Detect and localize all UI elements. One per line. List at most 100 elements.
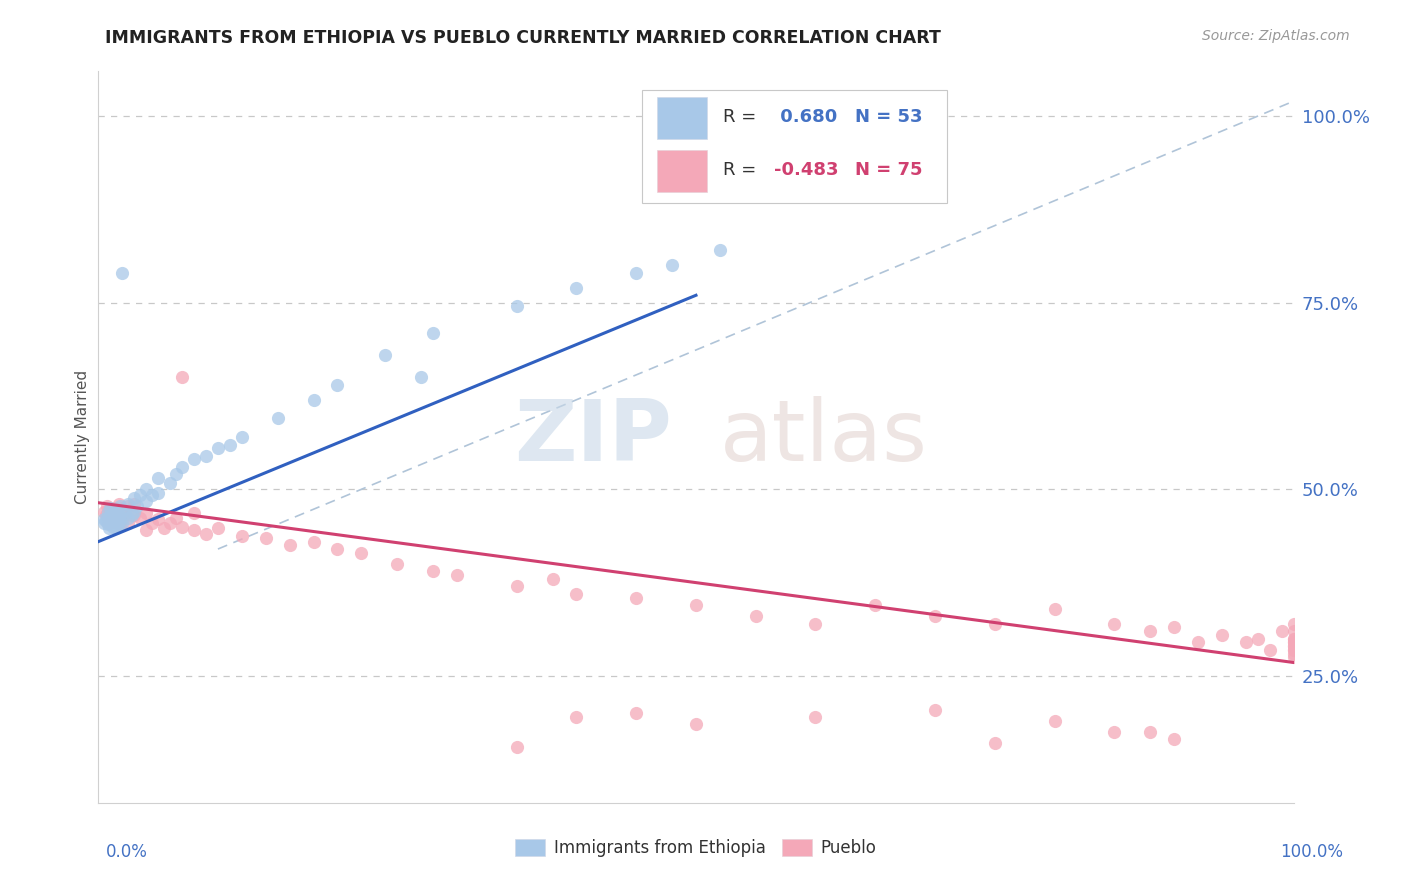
Point <box>565 587 588 601</box>
Point <box>1234 635 1257 649</box>
Point <box>111 500 134 515</box>
Point <box>104 512 127 526</box>
Point <box>111 510 134 524</box>
FancyBboxPatch shape <box>657 150 707 192</box>
Point <box>1282 632 1305 646</box>
Point <box>924 702 946 716</box>
Point <box>93 512 115 526</box>
Text: N = 53: N = 53 <box>855 109 922 127</box>
Point <box>159 516 181 530</box>
Point <box>422 326 444 340</box>
Point <box>1187 635 1209 649</box>
Y-axis label: Currently Married: Currently Married <box>75 370 90 504</box>
Point <box>1139 725 1161 739</box>
Point <box>1271 624 1294 639</box>
Point <box>97 516 120 530</box>
Point <box>626 706 648 721</box>
Point <box>111 516 134 530</box>
Point <box>114 506 136 520</box>
Point <box>124 505 146 519</box>
Point <box>1104 616 1126 631</box>
Point <box>1043 714 1066 728</box>
Point <box>231 528 253 542</box>
Point <box>124 508 146 523</box>
Point <box>1282 635 1305 649</box>
Point <box>1282 624 1305 639</box>
Point <box>121 508 143 523</box>
Point <box>148 486 170 500</box>
Point <box>219 437 242 451</box>
Text: -0.483: -0.483 <box>773 161 838 179</box>
Point <box>685 598 707 612</box>
Point <box>1258 642 1281 657</box>
Point <box>135 506 157 520</box>
FancyBboxPatch shape <box>657 97 707 139</box>
Point <box>207 521 229 535</box>
Point <box>172 519 194 533</box>
Point <box>267 411 290 425</box>
Point <box>148 471 170 485</box>
Point <box>326 542 349 557</box>
Point <box>104 514 127 528</box>
Point <box>804 710 827 724</box>
Point <box>96 499 118 513</box>
Point <box>98 521 121 535</box>
Text: IMMIGRANTS FROM ETHIOPIA VS PUEBLO CURRENTLY MARRIED CORRELATION CHART: IMMIGRANTS FROM ETHIOPIA VS PUEBLO CURRE… <box>105 29 942 46</box>
Point <box>183 524 205 538</box>
Point <box>195 449 218 463</box>
Point <box>98 510 121 524</box>
Point <box>98 516 122 530</box>
Point <box>98 500 122 515</box>
Point <box>422 565 444 579</box>
Point <box>1163 620 1185 634</box>
Point <box>103 500 125 515</box>
FancyBboxPatch shape <box>643 90 948 203</box>
Point <box>114 506 136 520</box>
Point <box>153 521 176 535</box>
Point <box>411 370 433 384</box>
Point <box>565 710 588 724</box>
Point <box>709 244 731 258</box>
Point <box>94 514 117 528</box>
Point <box>865 598 887 612</box>
Point <box>108 499 131 513</box>
Point <box>207 442 229 456</box>
Point <box>1282 635 1305 649</box>
Point <box>124 491 146 506</box>
Text: ZIP: ZIP <box>515 395 672 479</box>
Point <box>1282 647 1305 661</box>
Point <box>984 736 1007 750</box>
Point <box>1211 628 1233 642</box>
Point <box>124 497 146 511</box>
Point <box>506 300 529 314</box>
Point <box>924 609 946 624</box>
Point <box>93 516 115 530</box>
Point <box>626 591 648 605</box>
Point <box>165 467 187 482</box>
Point <box>103 516 125 530</box>
Point <box>165 510 187 524</box>
Point <box>135 493 157 508</box>
Point <box>94 508 117 523</box>
Point <box>172 370 194 384</box>
Point <box>541 572 564 586</box>
Text: Source: ZipAtlas.com: Source: ZipAtlas.com <box>1202 29 1350 43</box>
Point <box>1043 601 1066 615</box>
Text: 0.680: 0.680 <box>773 109 837 127</box>
Point <box>96 510 118 524</box>
Point <box>1282 632 1305 646</box>
Point <box>98 516 122 530</box>
Point <box>1282 639 1305 653</box>
Text: 100.0%: 100.0% <box>1279 843 1343 861</box>
Text: N = 75: N = 75 <box>855 161 922 179</box>
Point <box>626 266 648 280</box>
Point <box>984 616 1007 631</box>
Point <box>117 499 139 513</box>
Point <box>101 506 124 520</box>
Point <box>302 534 325 549</box>
Point <box>105 505 128 519</box>
Point <box>101 519 124 533</box>
Point <box>506 579 529 593</box>
Point <box>107 518 129 533</box>
Point <box>129 510 152 524</box>
